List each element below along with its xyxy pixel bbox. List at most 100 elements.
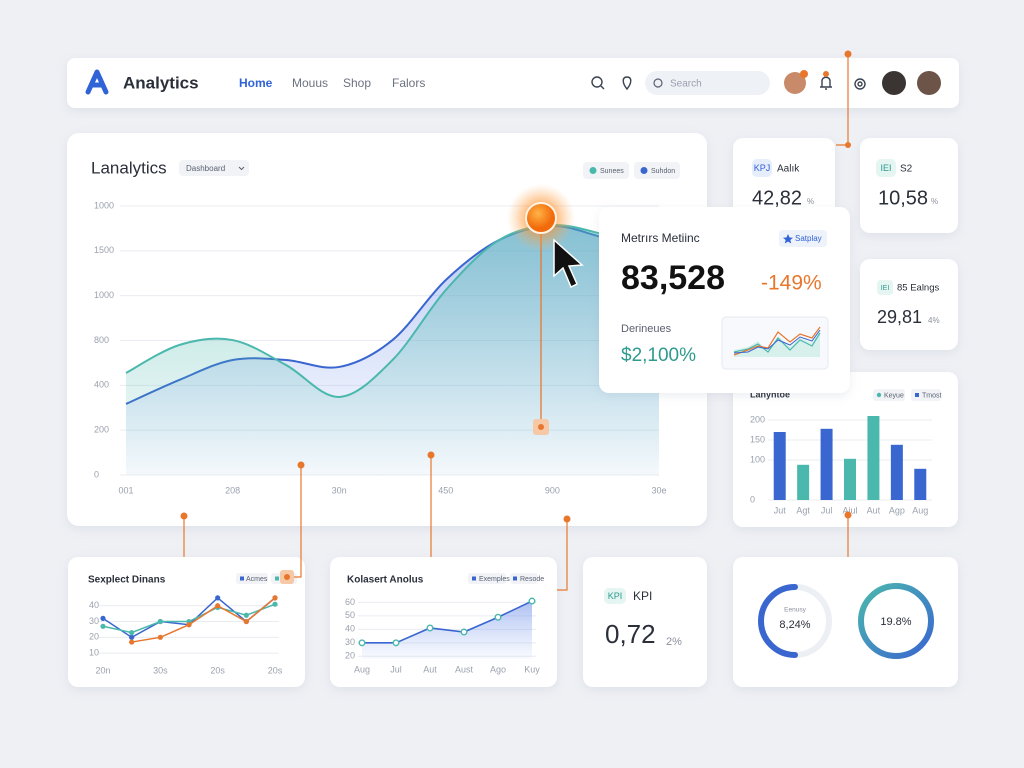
highlight-anchor-dot [538,424,544,430]
y-tick-label: 200 [750,414,765,424]
y-tick-label: 10 [89,647,99,657]
point [215,603,221,609]
nav-link[interactable]: Mouus [292,76,328,90]
x-tick-label: 208 [225,485,240,495]
nav-link[interactable]: Falors [392,76,425,90]
x-tick-label: Jut [774,505,787,515]
sparkline [733,329,821,354]
x-tick-label: Aut [423,664,437,674]
kpi-card [860,138,958,233]
star-icon [783,234,793,244]
y-tick-label: 60 [345,597,355,607]
legend-chip[interactable] [236,573,268,584]
x-tick-label: 900 [545,485,560,495]
nav-icons [591,76,866,91]
search-box[interactable] [645,71,770,95]
kpi-badge-text: KPJ [754,163,771,173]
main-plot: 0 200 400 800 1000 1500 1000 001 208 30n 450 900 30e… [94,162,680,495]
x-tick-label: 30e [651,485,666,495]
nav-link[interactable]: Shop [343,76,371,90]
location-icon[interactable] [622,76,632,91]
kpi-value: 29,81 [877,307,922,327]
x-tick-label: Jul [390,664,402,674]
legend-label: Suhdon [651,168,675,175]
kpi-label: 85 Ealngs [897,283,940,294]
bell-icon[interactable] [820,76,832,90]
point [129,630,135,636]
x-tick-label: 20s [268,665,283,675]
settings-icon[interactable] [854,78,866,90]
x-tick-label: 30n [332,485,347,495]
legend-swatch [472,576,476,581]
filter-chip[interactable] [179,160,249,176]
x-tick-label: 20n [95,665,110,675]
legend-swatch [876,392,882,398]
bar-chart-title: Lanyhtoe [750,389,790,399]
kpi-label: Aalık [777,164,800,175]
point [157,634,163,640]
x-tick-label: 30s [153,665,168,675]
kpi-label: KPI [633,589,652,603]
legend-chip[interactable] [911,389,941,401]
legend-chip[interactable] [873,389,905,401]
tooltip-secondary: $2,100% [621,345,696,366]
nav-link[interactable]: Home [239,76,273,90]
bar [914,468,927,500]
tooltip-title: Metrırs Metiinc [621,231,700,245]
avatar[interactable] [784,72,806,94]
y-tick-label: 20 [89,632,99,642]
brand[interactable]: Analytics [123,73,199,92]
y-tick-label: 0 [94,469,99,479]
legend-label: Resode [520,576,544,583]
area-plot: 20 30 40 50 60 Aug Jul Aut Aust Ago Kuy [345,597,540,675]
area-chart-title: Kolasert Anolus [347,575,424,586]
legend-chip[interactable] [583,162,629,179]
y-tick-label: 50 [345,610,355,620]
highlight-point[interactable] [525,202,557,234]
x-tick-label: 20s [210,665,225,675]
point [272,595,278,601]
bar [820,428,833,500]
donut-ring [858,583,934,659]
donut-card [733,557,958,687]
y-tick-label: 40 [89,600,99,610]
bar [773,432,786,500]
donut-value: 8,24% [779,619,810,631]
filter-label: Dashboard [186,164,225,173]
line-chart-title: Sexplect Dinans [88,575,166,586]
legend-swatch [240,576,244,581]
y-tick-label: 1000 [94,200,114,210]
tooltip-button-label: Satplay [795,234,822,243]
donut-label: Eenusy [784,607,806,614]
point [358,639,366,647]
sparkline-area [734,330,820,357]
y-tick-label: 400 [94,380,109,390]
legend-chip[interactable] [468,573,506,584]
avatar[interactable] [882,71,906,95]
bell-badge [823,71,829,77]
point [186,622,192,628]
x-tick-label: Aug [354,664,370,674]
cursor [553,238,584,289]
legend-swatch [589,167,597,174]
donut-value: 19.8% [880,616,911,628]
kpi-badge-text: KPI [608,591,623,601]
kpi-badge-text: IEI [880,163,891,173]
legend-chip[interactable] [510,573,538,584]
point [215,595,221,601]
x-tick-label: Aut [867,505,881,515]
tooltip-change: -149% [761,272,822,295]
legend-label: Sunees [600,168,624,175]
avatar[interactable] [917,71,941,95]
point [243,612,249,618]
bar [797,464,810,500]
search-icon[interactable] [591,76,603,88]
x-tick-label: Ago [490,664,506,674]
x-tick-label: Ajul [842,505,857,515]
legend-chip[interactable] [634,162,680,179]
y-tick-label: 30 [345,637,355,647]
search-box-icon [653,78,663,88]
point [129,639,135,645]
kpi-label: S2 [900,164,913,175]
